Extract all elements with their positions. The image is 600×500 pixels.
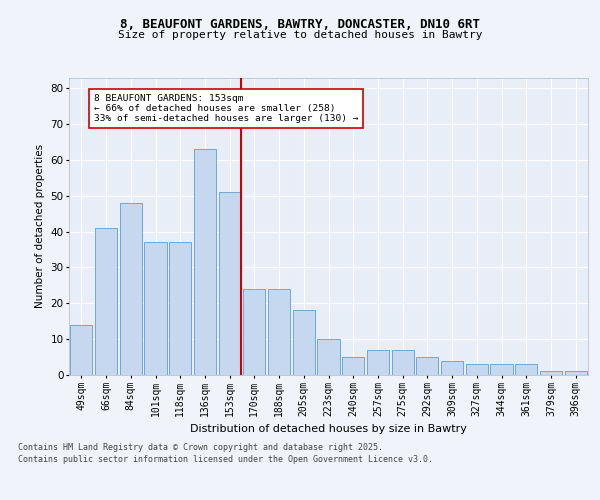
Bar — [70, 325, 92, 375]
Bar — [565, 372, 587, 375]
Bar — [441, 360, 463, 375]
Bar — [515, 364, 538, 375]
Text: 8 BEAUFONT GARDENS: 153sqm
← 66% of detached houses are smaller (258)
33% of sem: 8 BEAUFONT GARDENS: 153sqm ← 66% of deta… — [94, 94, 358, 124]
Text: 8, BEAUFONT GARDENS, BAWTRY, DONCASTER, DN10 6RT: 8, BEAUFONT GARDENS, BAWTRY, DONCASTER, … — [120, 18, 480, 30]
Text: Size of property relative to detached houses in Bawtry: Size of property relative to detached ho… — [118, 30, 482, 40]
Bar — [540, 372, 562, 375]
Bar — [218, 192, 241, 375]
Bar — [169, 242, 191, 375]
Bar — [194, 149, 216, 375]
Bar — [490, 364, 512, 375]
Bar — [119, 203, 142, 375]
Bar — [317, 339, 340, 375]
Bar — [293, 310, 315, 375]
Text: Contains HM Land Registry data © Crown copyright and database right 2025.: Contains HM Land Registry data © Crown c… — [18, 442, 383, 452]
X-axis label: Distribution of detached houses by size in Bawtry: Distribution of detached houses by size … — [190, 424, 467, 434]
Bar — [466, 364, 488, 375]
Bar — [342, 357, 364, 375]
Bar — [268, 289, 290, 375]
Bar — [416, 357, 439, 375]
Bar — [367, 350, 389, 375]
Bar — [243, 289, 265, 375]
Bar — [95, 228, 117, 375]
Bar — [392, 350, 414, 375]
Text: Contains public sector information licensed under the Open Government Licence v3: Contains public sector information licen… — [18, 455, 433, 464]
Y-axis label: Number of detached properties: Number of detached properties — [35, 144, 45, 308]
Bar — [145, 242, 167, 375]
